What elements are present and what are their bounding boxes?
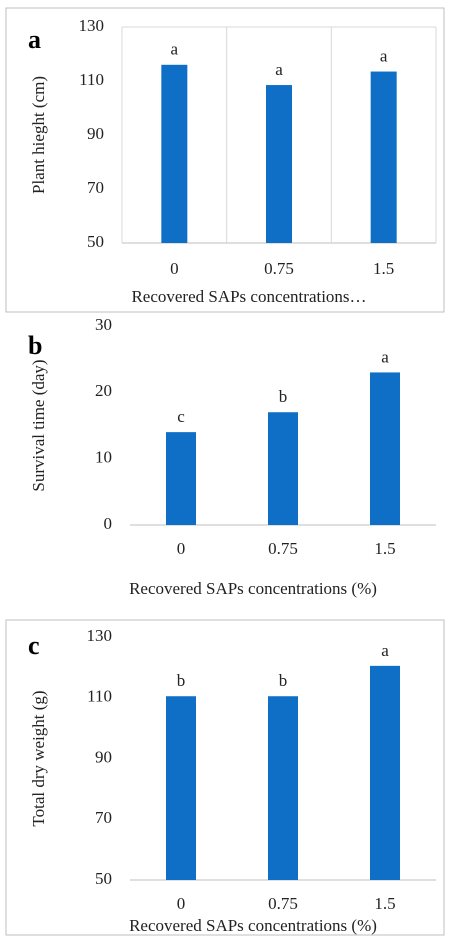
x-tick-label: 0.75 <box>264 259 294 278</box>
significance-label: c <box>177 407 185 426</box>
significance-label: b <box>177 671 186 690</box>
y-tick-label: 90 <box>87 124 104 143</box>
x-axis-label: Recovered SAPs concentrations (%) <box>129 916 377 935</box>
panel-frame <box>5 7 445 313</box>
bar <box>166 432 196 525</box>
y-axis-label: Total dry weight (g) <box>29 690 48 826</box>
y-tick-label: 10 <box>95 448 112 467</box>
y-tick-label: 70 <box>95 808 112 827</box>
x-axis-label: Recovered SAPs concentrations (%) <box>129 579 377 598</box>
y-tick-label: 30 <box>95 315 112 334</box>
bar <box>370 372 400 525</box>
significance-label: b <box>279 671 288 690</box>
panel-label: b <box>28 331 42 360</box>
x-tick-label: 0 <box>177 894 186 913</box>
panel-label: c <box>28 631 40 660</box>
bar <box>268 696 298 880</box>
y-tick-label: 50 <box>87 232 104 251</box>
y-axis-label: Survival time (day) <box>29 359 48 491</box>
y-tick-label: 50 <box>95 869 112 888</box>
x-tick-label: 1.5 <box>374 894 395 913</box>
x-axis-label: Recovered SAPs concentrations… <box>131 287 366 306</box>
significance-label: a <box>380 46 388 65</box>
bar <box>370 71 397 243</box>
x-tick-label: 1.5 <box>374 539 395 558</box>
y-tick-label: 110 <box>79 70 104 89</box>
significance-label: a <box>381 641 389 660</box>
significance-label: a <box>381 347 389 366</box>
bar <box>268 412 298 525</box>
x-tick-label: 0 <box>170 259 179 278</box>
bar <box>370 665 400 880</box>
significance-label: b <box>279 387 288 406</box>
x-tick-label: 0.75 <box>268 539 298 558</box>
x-tick-label: 0.75 <box>268 894 298 913</box>
y-tick-label: 90 <box>95 747 112 766</box>
panel-label: a <box>28 25 41 54</box>
panel-frame <box>5 619 445 936</box>
bar <box>166 696 196 880</box>
x-tick-label: 1.5 <box>373 259 394 278</box>
y-tick-label: 130 <box>87 626 113 645</box>
y-tick-label: 70 <box>87 178 104 197</box>
y-tick-label: 0 <box>104 514 113 533</box>
y-tick-label: 20 <box>95 381 112 400</box>
significance-label: a <box>171 40 179 59</box>
significance-label: a <box>275 60 283 79</box>
bar <box>266 85 292 243</box>
y-axis-label: Plant hieght (cm) <box>29 76 48 194</box>
bar <box>161 64 188 243</box>
y-tick-label: 110 <box>87 687 112 706</box>
y-tick-label: 130 <box>79 16 105 35</box>
x-tick-label: 0 <box>177 539 186 558</box>
